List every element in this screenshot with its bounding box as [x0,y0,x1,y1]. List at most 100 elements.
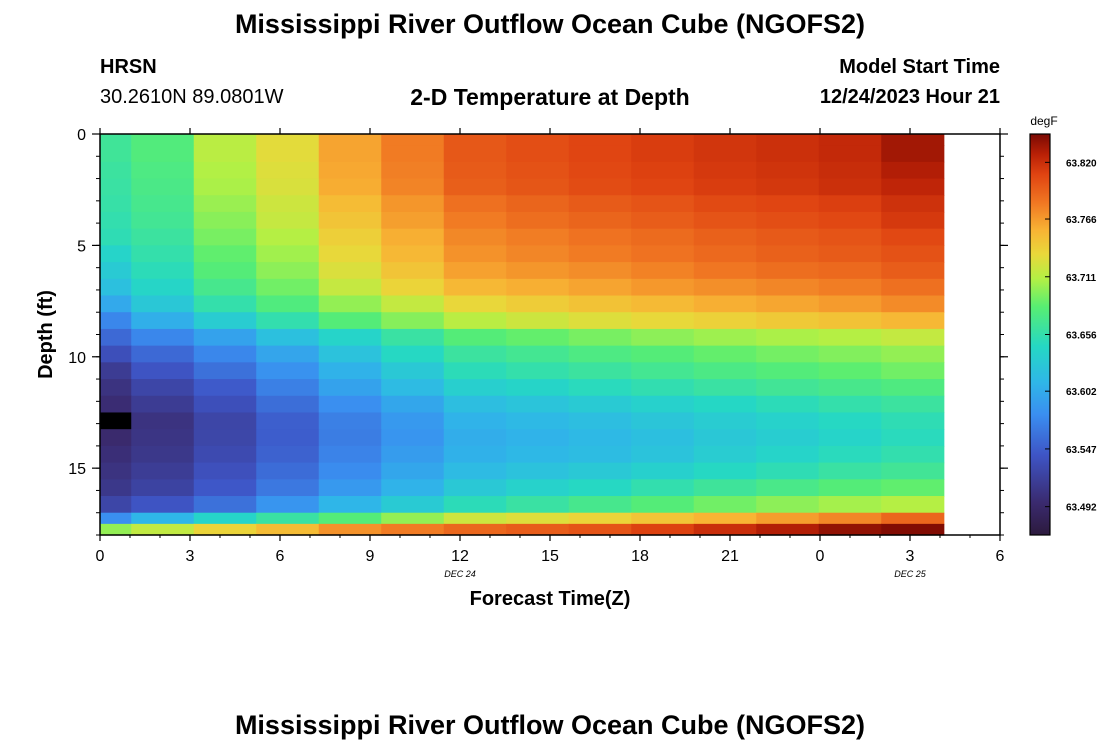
heatmap-cell [568,462,632,480]
heatmap-cell [693,328,757,347]
heatmap-cell [568,523,632,536]
date-label: DEC 24 [444,569,476,579]
heatmap-cell [131,328,195,347]
heatmap-cell [506,211,570,230]
heatmap-cell [131,245,195,263]
heatmap-cell [693,211,757,230]
heatmap-cell [100,195,132,213]
heatmap-cell [131,395,195,414]
heatmap-cell [693,512,757,525]
heatmap-cell [381,429,445,447]
heatmap-cell [881,362,945,380]
heatmap-cell [193,379,257,397]
heatmap-cell [131,295,195,313]
heatmap-cell [318,161,382,180]
heatmap-cell [381,395,445,414]
date-label: DEC 25 [894,569,927,579]
x-tick-label: 15 [541,548,559,565]
heatmap-cell [381,345,445,363]
y-axis: 0 5 10 15 [68,127,1008,536]
heatmap-cell [568,228,632,246]
heatmap-cell [193,134,257,146]
heatmap-cell [193,445,257,464]
heatmap-cell [568,134,632,146]
heatmap-cell [693,161,757,180]
footer-title: Mississippi River Outflow Ocean Cube (NG… [234,710,866,740]
heatmap-cell [818,211,882,230]
heatmap-cell [568,161,632,180]
heatmap-cell [381,479,445,497]
heatmap-cell [381,278,445,297]
heatmap-cell [381,362,445,380]
colorbar-tick-label: 63.656 [1066,331,1097,342]
heatmap-cell [568,245,632,263]
heatmap-cell [818,195,882,213]
heatmap-cell [568,262,632,280]
heatmap-cell [193,245,257,263]
heatmap-cell [881,134,945,146]
heatmap-cell [318,362,382,380]
heatmap-cell [693,445,757,464]
heatmap-cell [568,295,632,313]
heatmap-cell [756,161,820,180]
heatmap-cell [881,523,945,536]
x-tick-label: 0 [96,548,105,565]
x-tick-label: 12 [451,548,469,565]
heatmap-cell [443,445,507,464]
heatmap-cell [381,245,445,263]
heatmap-cell [131,379,195,397]
heatmap-cell [756,278,820,297]
heatmap-cell [381,295,445,313]
heatmap-cell [631,395,695,414]
heatmap-cell [131,211,195,230]
heatmap-cell [256,345,320,363]
heatmap-cell [256,262,320,280]
heatmap-cell [818,479,882,497]
heatmap-cell [256,429,320,447]
heatmap-cell [443,395,507,414]
colorbar: degF 63.820 63.766 63.711 63.656 63.602 63.547… [1029,114,1097,536]
heatmap-cell [818,445,882,464]
heatmap-cells [100,134,945,536]
heatmap-cell [693,345,757,363]
heatmap-cell [318,295,382,313]
heatmap-cell [756,228,820,246]
heatmap-cell [443,312,507,330]
colorbar-tick-label: 63.711 [1066,273,1096,284]
heatmap-cell [506,134,570,146]
heatmap-cell [193,479,257,497]
heatmap-cell [756,412,820,430]
heatmap-cell [318,178,382,196]
heatmap-cell [256,328,320,347]
colorbar-tick-label: 63.492 [1066,503,1097,514]
heatmap-cell [631,345,695,363]
heatmap-cell [381,512,445,525]
heatmap-cell [256,379,320,397]
heatmap-cell [256,161,320,180]
heatmap-cell [818,262,882,280]
heatmap-cell [631,211,695,230]
heatmap-cell [131,195,195,213]
heatmap-cell [693,178,757,196]
heatmap-cell [131,412,195,430]
heatmap-cell [256,479,320,497]
heatmap-cell [443,211,507,230]
heatmap-cell [318,262,382,280]
heatmap-cell [756,134,820,146]
heatmap-cell [506,496,570,514]
heatmap-cell [256,295,320,313]
heatmap-cell [381,523,445,536]
heatmap-cell [756,362,820,380]
heatmap-cell [881,228,945,246]
heatmap-cell [443,496,507,514]
heatmap-cell [131,445,195,464]
heatmap-cell [693,278,757,297]
heatmap-cell [256,362,320,380]
y-axis-label: Depth (ft) [35,290,57,379]
colorbar-tick-label: 63.766 [1066,215,1097,226]
heatmap-cell [100,161,132,180]
heatmap-cell [506,462,570,480]
heatmap-cell [756,512,820,525]
heatmap-cell [818,512,882,525]
heatmap-cell [756,195,820,213]
